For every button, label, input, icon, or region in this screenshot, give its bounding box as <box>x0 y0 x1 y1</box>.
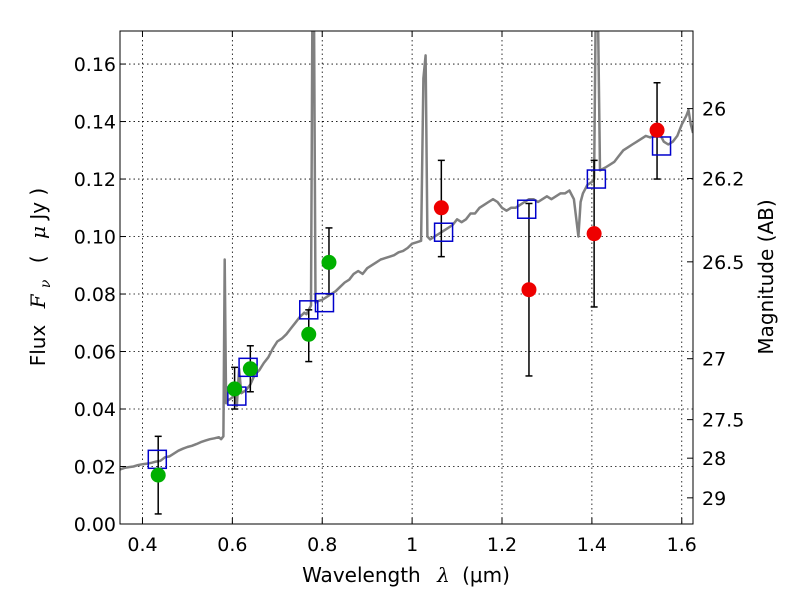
y-axis-label-unit: Jy ) <box>26 188 50 222</box>
spectrum-layer <box>120 31 693 471</box>
model-square-4 <box>314 292 335 313</box>
spectrum-line <box>120 31 693 471</box>
y-tick-label-5: 0.10 <box>74 227 116 249</box>
x-tick-label-0: 0.4 <box>127 534 157 556</box>
mag-tick-label-5: 28 <box>702 448 726 470</box>
model-square-8 <box>651 136 672 156</box>
red-point-2 <box>586 226 602 242</box>
mag-tick-label-0: 26 <box>702 99 726 121</box>
mag-tick-label-4: 27.5 <box>702 410 744 432</box>
y-axis-label-mu: μ <box>26 226 50 239</box>
green-point-3 <box>301 326 317 342</box>
observed-points <box>150 122 665 483</box>
y-tick-label-6: 0.12 <box>74 169 116 191</box>
mag-tick-label-6: 29 <box>702 488 726 510</box>
y2-axis-label: Magnitude (AB) <box>754 199 778 354</box>
y-tick-label-2: 0.04 <box>74 399 116 421</box>
x-tick-label-6: 1.6 <box>667 534 697 556</box>
mag-tick-label-3: 27 <box>702 349 726 371</box>
x-tick-label-1: 0.6 <box>217 534 247 556</box>
y-axis-label-subscript: ν <box>38 279 54 288</box>
red-point-1 <box>521 282 537 298</box>
model-square-7 <box>586 169 607 189</box>
plot-background <box>120 31 693 524</box>
axis-ticks: 0.4 0.6 0.8 1 1.2 1.4 1.6 0.00 0.02 0.04 0.06 0.08 0… <box>74 31 744 556</box>
green-point-4 <box>321 254 337 270</box>
mag-tick-label-2: 26.5 <box>702 252 744 274</box>
x-tick-label-3: 1 <box>406 534 418 556</box>
mag-tick-label-1: 26.2 <box>702 168 744 190</box>
x-axis-label: Wavelength λ (μm) <box>302 563 510 587</box>
green-point-2 <box>242 361 258 377</box>
y-tick-label-8: 0.16 <box>74 54 116 76</box>
green-point-0 <box>150 467 166 483</box>
y-tick-label-3: 0.06 <box>74 342 116 364</box>
model-points <box>147 136 672 470</box>
x-tick-label-4: 1.2 <box>487 534 517 556</box>
y-tick-label-0: 0.00 <box>74 514 116 536</box>
y-axis-label-symbol: F <box>26 293 50 309</box>
y-tick-label-1: 0.02 <box>74 457 116 479</box>
y-tick-label-7: 0.14 <box>74 112 116 134</box>
model-square-3 <box>299 300 319 320</box>
red-point-3 <box>649 122 665 138</box>
model-square-5 <box>433 222 454 242</box>
x-tick-label-2: 0.8 <box>307 534 337 556</box>
x-tick-label-5: 1.4 <box>577 534 607 556</box>
red-point-0 <box>433 200 449 216</box>
y-axis-label: Flux F ν ( μ Jy ) <box>26 188 55 367</box>
y-axis-label-open: ( <box>26 255 50 263</box>
model-square-6 <box>516 199 537 219</box>
plot-frame <box>119 30 694 525</box>
x-axis-label-symbol: λ <box>436 563 450 587</box>
y-axis-label-prefix: Flux <box>26 325 50 367</box>
x-axis-label-prefix: Wavelength <box>302 563 421 587</box>
green-point-1 <box>227 381 243 397</box>
x-axis-label-unit: (μm) <box>462 563 510 587</box>
y-tick-label-4: 0.08 <box>74 284 116 306</box>
